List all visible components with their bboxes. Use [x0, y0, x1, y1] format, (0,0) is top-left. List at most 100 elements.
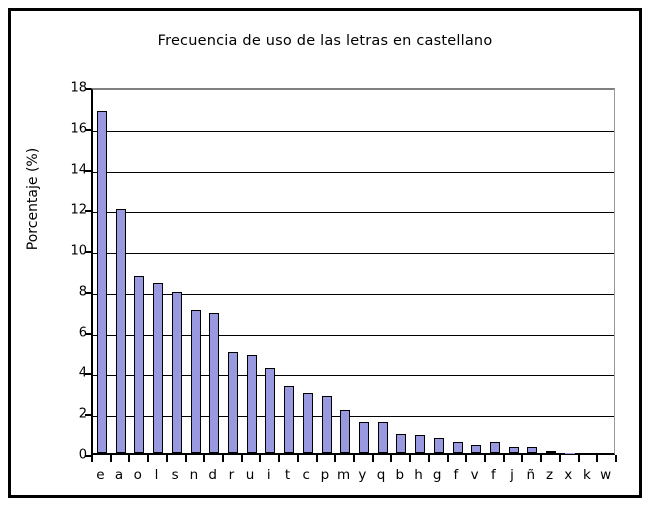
x-axis-tick-mark	[484, 455, 486, 462]
y-axis-tick-label: 14	[70, 162, 87, 178]
bar-slot	[505, 90, 524, 453]
x-axis-tick-label: c	[302, 467, 310, 483]
y-axis-tick-mark	[85, 169, 92, 172]
x-axis-tick-label: k	[583, 467, 591, 483]
x-axis-tick-mark	[165, 455, 168, 462]
x-axis-tick-mark	[128, 455, 131, 462]
x-axis-tick-mark	[596, 455, 599, 462]
bar	[246, 355, 257, 453]
gridline	[93, 253, 614, 255]
bar-slot	[224, 90, 243, 453]
x-axis-tick-label: b	[395, 467, 405, 483]
y-axis-tick-label: 12	[70, 202, 87, 218]
bar	[396, 434, 407, 453]
bar-slot	[411, 90, 430, 453]
bar	[471, 445, 482, 453]
y-axis-tick-mark	[85, 88, 92, 90]
y-axis-tick-mark	[85, 291, 92, 294]
bar	[302, 393, 313, 453]
x-axis-tick-label: f	[453, 467, 459, 483]
bar	[209, 312, 220, 453]
bar	[377, 421, 388, 453]
x-axis-tick-label: y	[358, 467, 367, 483]
bar-slot	[598, 90, 617, 453]
x-axis-tick-label: q	[376, 467, 386, 483]
x-axis-tick-label: n	[189, 467, 199, 483]
bar	[490, 442, 500, 453]
x-axis-tick-label: r	[228, 467, 235, 483]
bar	[452, 442, 463, 453]
bar-slot	[374, 90, 393, 453]
bar-slot	[542, 90, 561, 453]
bar-slot	[336, 90, 355, 453]
x-axis-tick-mark	[521, 455, 524, 462]
bar-slot	[355, 90, 374, 453]
gridline	[93, 334, 614, 336]
x-axis-tick-mark	[184, 455, 187, 462]
gridline	[93, 212, 614, 214]
y-axis-tick-label: 8	[78, 284, 87, 300]
bar-slot	[187, 90, 206, 453]
bar	[171, 292, 182, 453]
bar	[546, 451, 557, 453]
x-axis-tick-mark	[147, 455, 150, 462]
chart-title: Frecuencia de uso de las letras en caste…	[157, 33, 493, 49]
bar	[359, 421, 369, 453]
x-axis-tick-mark	[315, 455, 318, 462]
bar-slot	[205, 90, 224, 453]
y-axis-tick-label: 6	[78, 325, 87, 341]
y-axis-tick-mark	[85, 128, 92, 131]
y-axis-tick-label: 18	[70, 80, 87, 96]
x-axis-tick-label: m	[337, 467, 351, 483]
bar-slot	[561, 90, 580, 453]
x-axis-tick-label: j	[510, 467, 514, 483]
gridlines	[93, 90, 614, 453]
x-axis-tick-mark	[390, 455, 393, 462]
bar	[321, 396, 332, 453]
gridline	[93, 171, 614, 173]
x-axis-tick-mark	[615, 455, 617, 462]
x-axis-tick-label: s	[171, 467, 179, 483]
x-axis-tick-mark	[371, 455, 374, 462]
x-axis-tick-mark	[409, 455, 412, 462]
x-axis-tick-mark	[109, 455, 112, 462]
y-axis-tick-label: 0	[78, 447, 87, 463]
x-axis-tick-mark	[540, 455, 543, 462]
bar-slot	[168, 90, 187, 453]
x-axis-tick-mark	[427, 455, 430, 462]
y-axis-tick-label: 10	[70, 243, 87, 259]
x-axis-tick-mark	[259, 455, 262, 462]
x-axis-tick-label: ñ	[526, 467, 536, 483]
bar	[415, 434, 426, 453]
bar	[228, 352, 238, 453]
x-axis-tick-label: l	[154, 467, 159, 483]
x-axis-tick-marks	[91, 455, 617, 465]
gridline	[93, 375, 614, 377]
x-axis-tick-label: w	[600, 467, 612, 483]
x-axis-tick-label: i	[266, 467, 271, 483]
x-axis-tick-mark	[502, 455, 505, 462]
bar	[284, 385, 295, 453]
y-axis-tick-mark	[85, 414, 92, 417]
y-axis-tick-mark	[85, 455, 92, 457]
x-axis-tick-mark	[91, 455, 93, 462]
x-axis-tick-mark	[222, 455, 224, 462]
x-axis-tick-mark	[577, 455, 580, 462]
y-axis-tick-label: 2	[78, 406, 87, 422]
x-axis-tick-mark	[278, 455, 281, 462]
chart-figure: Frecuencia de uso de las letras en caste…	[8, 8, 642, 498]
bar	[340, 409, 351, 453]
x-axis-tick-label: e	[96, 467, 105, 483]
gridline	[93, 130, 614, 132]
x-axis-tick-label: g	[432, 467, 442, 483]
x-axis-tick-mark	[446, 455, 449, 462]
bar	[115, 209, 126, 453]
y-axis-tick-mark	[85, 332, 92, 335]
x-axis-tick-label: z	[545, 467, 554, 483]
x-axis-tick-label: p	[320, 467, 330, 483]
bar-slot	[486, 90, 505, 453]
bar	[153, 282, 164, 453]
bar-slot	[299, 90, 318, 453]
gridline	[93, 416, 614, 418]
